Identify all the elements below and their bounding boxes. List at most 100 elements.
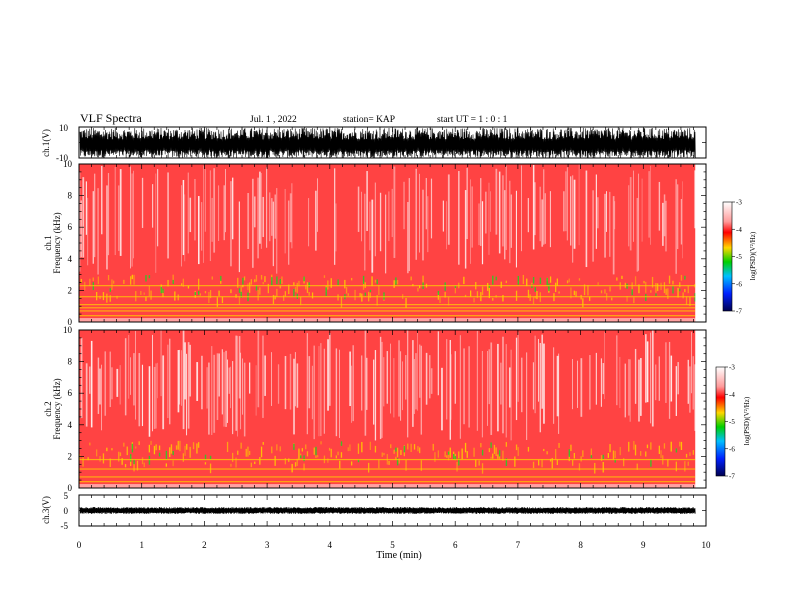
spectrogram-column (379, 336, 382, 440)
header-date: Jul. 1 , 2022 (250, 115, 297, 125)
spectrogram-line (79, 481, 696, 483)
spectrogram-emission-strong (279, 278, 281, 285)
spectrogram-emission-strong (437, 290, 440, 296)
spectrogram-emission-strong (238, 288, 241, 293)
spectrogram-emission (687, 285, 689, 294)
spectrogram-emission (556, 459, 558, 465)
spectrogram-column (427, 196, 429, 253)
ch3-ytick-bottom: -5 (61, 521, 69, 531)
spectrogram-column (651, 330, 654, 427)
x-tick-label: 8 (578, 540, 583, 550)
spectrogram-emission (536, 291, 538, 300)
spectrogram-emission (449, 447, 451, 458)
spectrogram-emission-strong (194, 292, 196, 296)
spectrogram-column (391, 188, 393, 238)
colorbar-tick-label: -3 (736, 199, 742, 207)
spectrogram-emission-strong (396, 458, 399, 466)
spectrogram-column (288, 200, 290, 265)
spectrogram-column (203, 165, 204, 263)
spectrogram-emission (374, 445, 377, 453)
spectrogram-column (364, 330, 367, 436)
spectrogram-column (468, 346, 470, 428)
spectrogram-emission (124, 464, 127, 468)
spectrogram-column (538, 339, 539, 402)
spectrogram-column (589, 355, 591, 410)
x-tick-label: 9 (641, 540, 646, 550)
spectrogram-column (549, 191, 551, 248)
spectrogram-emission (169, 447, 171, 458)
spectrogram-emission (447, 296, 450, 306)
spectrogram-emission (89, 442, 91, 446)
spectrogram-nodata (695, 330, 706, 488)
spectrogram-emission (267, 283, 269, 294)
spectrogram-emission-strong (376, 279, 378, 285)
spectrogram-emission-strong (548, 283, 550, 291)
spectrogram-column (692, 356, 694, 410)
spectrogram-emission (276, 444, 278, 451)
spectrogram-emission-strong (276, 276, 278, 285)
spectrogram-emission (143, 462, 145, 468)
spectrogram-emission (434, 452, 436, 462)
spectrogram-emission (135, 446, 137, 449)
spectrogram-column (373, 359, 375, 425)
spectrogram-column (612, 196, 615, 275)
spectrogram-emission-strong (650, 459, 652, 467)
ch1-waveform-panel: 10 -10 ch.1(V) (41, 123, 707, 163)
spectrogram-column (311, 365, 313, 420)
spectrogram-emission-strong (534, 287, 536, 292)
spectrogram-column (488, 349, 490, 405)
spectrogram-column (351, 365, 353, 423)
spectrogram-emission (250, 462, 252, 468)
spectrogram-emission-strong (453, 453, 455, 460)
spectrogram-emission (570, 287, 572, 299)
spectrogram-emission (133, 274, 135, 285)
spectrogram-column (238, 336, 241, 399)
spectrogram-emission-strong (255, 284, 258, 291)
spectrogram-column (694, 170, 696, 229)
ch3-waveform-trace (79, 507, 696, 514)
ch2-spectrogram-image (79, 330, 706, 488)
spectrogram-emission-strong (172, 279, 174, 285)
spectrogram-emission (497, 454, 499, 459)
spectrogram-emission (498, 455, 501, 460)
spectrogram-emission (597, 282, 599, 285)
spectrogram-emission-strong (672, 286, 674, 294)
spectrogram-column (271, 352, 273, 406)
spectrogram-column (80, 337, 83, 419)
spectrogram-emission (388, 460, 390, 465)
spectrogram-emission (578, 278, 581, 281)
spectrogram-column (85, 181, 87, 235)
spectrogram-column (405, 355, 407, 400)
spectrogram-emission-strong (220, 275, 222, 282)
spectrogram-column (230, 181, 232, 267)
spectrogram-column (366, 357, 368, 410)
spectrogram-emission (475, 459, 477, 467)
spectrogram-column (606, 191, 607, 232)
spectrogram-emission (118, 451, 120, 462)
spectrogram-column (521, 165, 522, 252)
spectrogram-column (99, 368, 101, 405)
spectrogram-emission (162, 290, 164, 298)
spectrogram-emission (296, 282, 298, 293)
spectrogram-column (441, 367, 443, 431)
spectrogram-column (470, 179, 471, 264)
spectrogram-emission (323, 275, 326, 278)
spectrogram-emission (150, 290, 152, 300)
spectrogram-emission-strong (162, 288, 164, 293)
spectrogram-emission (284, 458, 286, 465)
spectrogram-column (349, 351, 351, 407)
ch1-spectrogram-yticklabels: 0 2 4 6 8 10 (63, 159, 73, 327)
spectrogram-column (315, 190, 317, 251)
spectrogram-column (458, 171, 460, 265)
spectrogram-column (254, 196, 256, 228)
spectrogram-column (184, 194, 186, 262)
spectrogram-emission (582, 450, 584, 457)
spectrogram-emission (650, 290, 652, 293)
spectrogram-column (650, 332, 652, 424)
spectrogram-emission (517, 447, 519, 456)
spectrogram-emission (679, 441, 681, 447)
spectrogram-emission (447, 451, 450, 461)
spectrogram-emission (308, 291, 310, 296)
y-tick-label: 8 (68, 191, 73, 201)
spectrogram-column (213, 354, 216, 433)
